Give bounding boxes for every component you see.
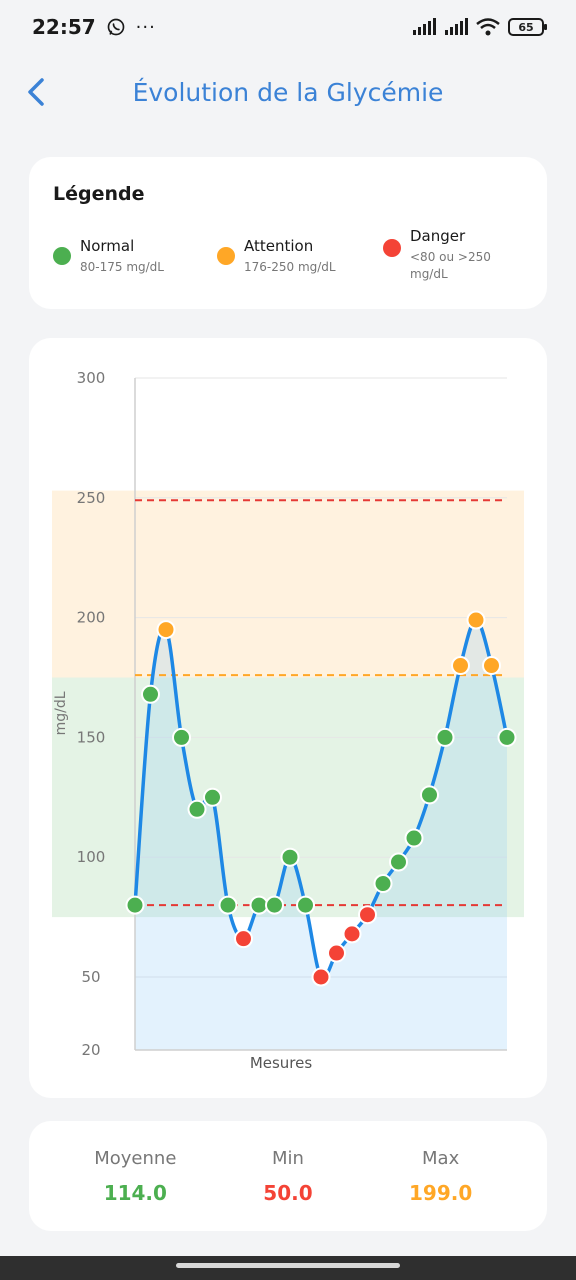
- legend-item-attention: Attention 176-250 mg/dL: [217, 237, 336, 276]
- y-tick-label: 50: [81, 968, 100, 986]
- stat-min: Min 50.0: [218, 1148, 358, 1205]
- data-point: [342, 924, 362, 944]
- legend-card: Légende Normal 80-175 mg/dL Attention 17…: [29, 157, 547, 309]
- data-point: [265, 895, 284, 915]
- chevron-left-icon: [28, 78, 44, 106]
- data-point: [296, 895, 315, 915]
- y-tick-label: 300: [77, 369, 106, 387]
- legend-range: <80 ou >250 mg/dL: [410, 250, 491, 281]
- stat-label: Min: [272, 1147, 304, 1169]
- page-title: Évolution de la Glycémie: [132, 77, 444, 107]
- legend-dot-danger: [383, 239, 401, 257]
- chart-card: 20 50 100 150 200 250 300 Mesures mg/dL: [29, 338, 547, 1098]
- legend-dot-attention: [217, 247, 235, 265]
- data-point: [249, 895, 269, 915]
- y-axis-label: mg/dL: [53, 691, 69, 735]
- line-area: [135, 619, 507, 1050]
- area-layer: [135, 619, 507, 1050]
- status-right: 65: [412, 18, 547, 36]
- stat-max: Max 199.0: [371, 1148, 511, 1205]
- label-layer: 20 50 100 150 200 250 300 Mesures mg/dL: [53, 369, 312, 1072]
- data-point: [187, 799, 207, 819]
- stat-value: 199.0: [409, 1180, 473, 1205]
- battery-level: 65: [518, 20, 534, 34]
- y-tick-label: 20: [81, 1041, 100, 1059]
- data-point: [156, 620, 176, 640]
- data-point: [311, 967, 331, 987]
- stat-value: 114.0: [103, 1180, 167, 1205]
- data-point: [435, 727, 455, 747]
- legend-name: Normal: [80, 237, 135, 255]
- wifi-icon: [476, 18, 500, 36]
- legend-range: 80-175 mg/dL: [80, 260, 164, 274]
- navigation-bar: [0, 1256, 576, 1280]
- data-point: [466, 610, 486, 630]
- data-point: [203, 787, 222, 807]
- legend-name: Attention: [244, 237, 314, 255]
- data-point: [497, 727, 517, 747]
- status-time: 22:57: [32, 15, 96, 39]
- legend-name: Danger: [410, 227, 466, 245]
- data-point: [125, 895, 145, 915]
- signal-icon: [445, 18, 468, 35]
- legend-dot-normal: [53, 247, 71, 265]
- stat-label: Moyenne: [94, 1147, 177, 1169]
- y-tick-label: 100: [77, 848, 106, 866]
- whatsapp-icon: [107, 18, 125, 36]
- x-axis-label: Mesures: [250, 1054, 313, 1072]
- signal-icon: [413, 18, 436, 35]
- battery-icon: 65: [508, 18, 547, 36]
- points-layer: [125, 610, 517, 987]
- data-point: [358, 905, 377, 925]
- axis-layer: [134, 378, 507, 1051]
- data-point: [373, 874, 393, 894]
- app-header: Évolution de la Glycémie: [0, 60, 576, 124]
- threshold-layer: [135, 499, 507, 907]
- y-tick-label: 200: [77, 609, 106, 627]
- data-point: [389, 852, 408, 872]
- legend-item-danger: Danger <80 ou >250 mg/dL: [383, 227, 530, 283]
- y-tick-label: 150: [77, 728, 106, 746]
- legend-items: Normal 80-175 mg/dL Attention 176-250 mg…: [53, 227, 523, 287]
- status-left: 22:57 ···: [32, 15, 156, 39]
- glycemia-chart: 20 50 100 150 200 250 300 Mesures mg/dL: [52, 369, 524, 1072]
- data-point: [218, 895, 238, 915]
- zones-layer: [52, 490, 524, 918]
- data-point: [404, 828, 424, 848]
- home-indicator[interactable]: [176, 1263, 400, 1268]
- data-point: [172, 727, 191, 747]
- back-button[interactable]: [18, 74, 54, 110]
- data-point: [420, 785, 439, 805]
- data-point: [234, 929, 253, 949]
- more-dots-icon: ···: [135, 16, 156, 38]
- data-point: [280, 847, 300, 867]
- data-point: [327, 943, 346, 963]
- legend-range: 176-250 mg/dL: [244, 260, 336, 274]
- data-point: [141, 684, 160, 704]
- zone-normal: [52, 677, 524, 918]
- data-point: [482, 656, 501, 676]
- legend-item-normal: Normal 80-175 mg/dL: [53, 237, 164, 276]
- zone-attention: [52, 490, 524, 678]
- stat-value: 50.0: [263, 1180, 313, 1205]
- status-bar: 22:57 ··· 65: [0, 0, 576, 54]
- data-point: [451, 656, 470, 676]
- stats-card: Moyenne 114.0 Min 50.0 Max 199.0: [29, 1121, 547, 1231]
- stat-average: Moyenne 114.0: [65, 1148, 205, 1205]
- stat-label: Max: [422, 1147, 460, 1169]
- legend-title: Légende: [53, 183, 145, 205]
- y-tick-label: 250: [77, 489, 106, 507]
